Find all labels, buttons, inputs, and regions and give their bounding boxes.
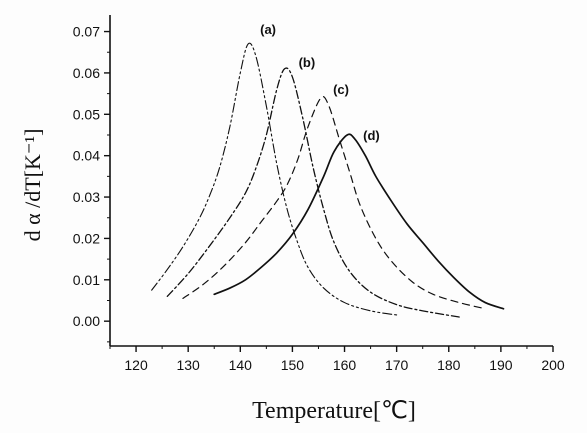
x-tick-label: 130 (176, 357, 200, 373)
y-tick-label: 0.03 (73, 189, 100, 205)
axes: 120 130 140 150 160 170 180 190 200 0.00 0.01 0.02 0… (73, 15, 565, 373)
series-line-c (182, 96, 486, 310)
series-label-c: (c) (333, 82, 349, 97)
y-tick-label: 0.04 (73, 148, 100, 164)
y-tick-label: 0.00 (73, 313, 100, 329)
y-tick-label: 0.01 (73, 272, 100, 288)
series-label-a: (a) (260, 22, 276, 37)
series-line-b (166, 67, 460, 318)
series-line-d (213, 133, 505, 310)
x-axis-title: Temperature[℃] (252, 398, 416, 424)
x-tick-label: 180 (437, 357, 461, 373)
y-tick-label: 0.05 (73, 106, 100, 122)
series-line-a (151, 42, 398, 316)
y-tick-label: 0.06 (73, 65, 100, 81)
curves (151, 42, 505, 318)
series-label-b: (b) (299, 55, 316, 70)
y-axis-title: d α /dT[K⁻¹] (20, 129, 45, 242)
y-tick-label: 0.07 (73, 24, 100, 40)
series-label-d: (d) (363, 128, 380, 143)
x-tick-label: 200 (541, 357, 565, 373)
x-tick-label: 160 (333, 357, 357, 373)
x-tick-label: 170 (385, 357, 409, 373)
x-tick-label: 140 (229, 357, 253, 373)
x-tick-label: 190 (489, 357, 513, 373)
curve-labels: (a) (b) (c) (d) (260, 22, 380, 143)
x-tick-label: 150 (281, 357, 305, 373)
y-tick-label: 0.02 (73, 230, 100, 246)
x-tick-label: 120 (124, 357, 148, 373)
